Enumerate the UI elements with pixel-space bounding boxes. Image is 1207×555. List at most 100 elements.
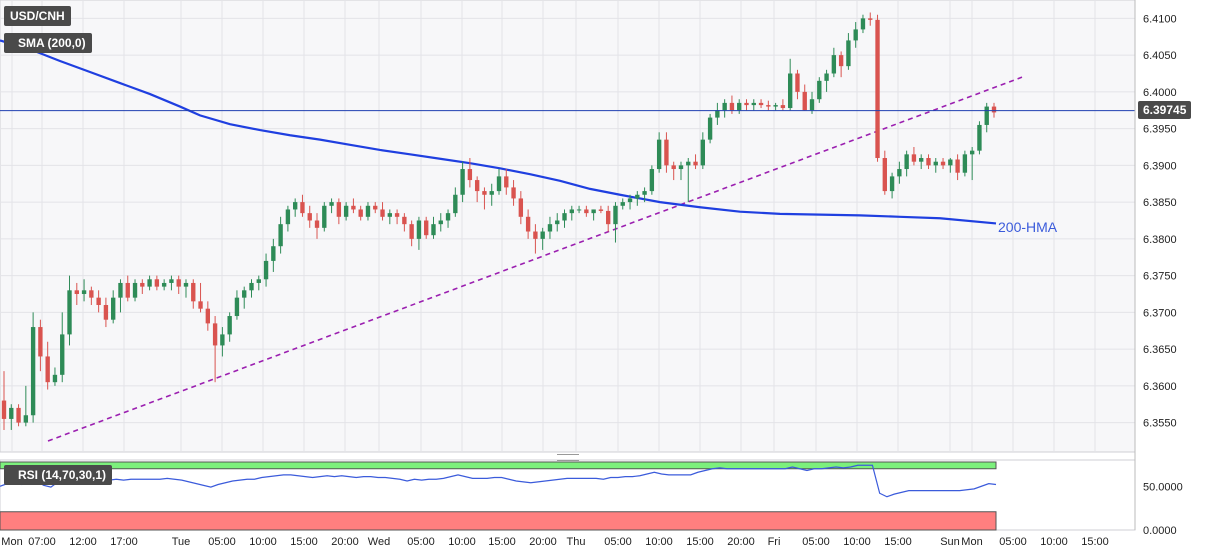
candle-up — [787, 58, 793, 111]
candle-down — [940, 158, 946, 170]
candle-up — [263, 253, 269, 287]
candle-body — [664, 139, 669, 166]
x-tick-label: 10:00 — [448, 536, 476, 548]
candle-body — [838, 55, 844, 67]
candle-up — [111, 290, 116, 324]
candle-down — [16, 404, 21, 427]
candle-down — [766, 100, 771, 111]
x-tick-label: 05:00 — [802, 536, 830, 548]
candle-up — [278, 216, 283, 254]
candle-body — [911, 154, 917, 162]
candle-down — [838, 51, 844, 78]
candle-up — [562, 209, 567, 228]
candle-body — [402, 216, 407, 225]
candle-up — [824, 69, 829, 92]
candle-up — [627, 194, 633, 210]
x-tick-label: 10:00 — [645, 536, 673, 548]
candle-body — [176, 279, 181, 287]
candle-up — [984, 102, 989, 133]
y-tick-label: 6.3900 — [1143, 160, 1177, 172]
candle-body — [482, 191, 487, 195]
candle-body — [649, 169, 655, 192]
candle-body — [933, 161, 938, 166]
candle-body — [846, 40, 851, 67]
candle-body — [686, 161, 691, 166]
candle-up — [147, 275, 152, 291]
candle-body — [103, 305, 109, 320]
x-tick-label: 15:00 — [1081, 536, 1109, 548]
candle-body — [256, 279, 261, 283]
candle-down — [380, 202, 385, 221]
rsi-line — [0, 464, 997, 498]
candle-up — [489, 183, 494, 206]
candle-body — [38, 327, 43, 357]
candle-body — [205, 308, 211, 324]
y-tick-label: 6.3750 — [1143, 271, 1177, 283]
panel-resize-handle[interactable] — [557, 454, 579, 461]
candle-up — [635, 191, 640, 206]
candle-up — [860, 14, 866, 34]
x-tick-label: Thu — [567, 536, 586, 548]
candle-down — [96, 290, 101, 313]
candle-body — [868, 18, 873, 20]
candle-up — [292, 198, 298, 217]
candle-up — [656, 132, 662, 173]
rsi-indicator-tag[interactable]: RSI (14,70,30,1) — [4, 465, 113, 485]
candle-body — [1, 400, 7, 419]
candle-up — [649, 165, 655, 195]
rsi-y-tick-label: 0.0000 — [1143, 525, 1177, 537]
candle-up — [686, 158, 691, 203]
candle-body — [919, 158, 924, 162]
candle-body — [671, 165, 676, 170]
symbol-tag[interactable]: USD/CNH — [4, 6, 71, 26]
candle-body — [962, 154, 968, 173]
sma-indicator-tag[interactable]: SMA (200,0) — [4, 33, 92, 53]
candle-body — [584, 209, 589, 214]
candle-down — [212, 316, 218, 383]
candle-down — [140, 279, 145, 294]
candle-body — [897, 169, 902, 177]
candle-body — [147, 279, 152, 287]
candle-body — [453, 194, 458, 214]
candle-body — [111, 297, 116, 320]
candle-up — [329, 198, 334, 214]
candle-up — [948, 158, 953, 173]
candle-body — [60, 334, 65, 375]
x-tick-label: 15:00 — [290, 536, 318, 548]
candle-body — [715, 110, 720, 118]
candle-up — [387, 209, 392, 225]
candle-body — [700, 139, 706, 166]
candle-body — [271, 246, 276, 261]
candles — [1, 12, 997, 430]
candle-body — [278, 224, 283, 247]
candle-up — [555, 213, 560, 232]
candle-down — [154, 275, 160, 291]
candle-body — [656, 139, 662, 170]
candle-up — [453, 187, 458, 217]
candle-body — [882, 158, 887, 192]
candle-up — [496, 169, 502, 195]
candle-down — [504, 169, 509, 195]
candle-body — [445, 213, 451, 221]
candle-down — [467, 158, 473, 188]
candle-body — [52, 374, 58, 383]
candle-up — [161, 279, 167, 291]
candle-up — [904, 150, 909, 177]
y-tick-label: 6.4100 — [1143, 13, 1177, 25]
candle-down — [511, 180, 516, 206]
candle-body — [525, 216, 531, 232]
candle-up — [81, 279, 87, 302]
candle-body — [212, 323, 218, 346]
candle-body — [351, 205, 356, 210]
candle-up — [249, 279, 254, 298]
candle-up — [613, 202, 618, 243]
candle-body — [263, 260, 269, 280]
candle-up — [343, 202, 349, 221]
candle-down — [664, 132, 669, 173]
candle-body — [220, 334, 225, 346]
candle-body — [780, 105, 786, 109]
candle-body — [416, 220, 422, 239]
candle-body — [562, 213, 567, 221]
candle-down — [955, 154, 960, 181]
